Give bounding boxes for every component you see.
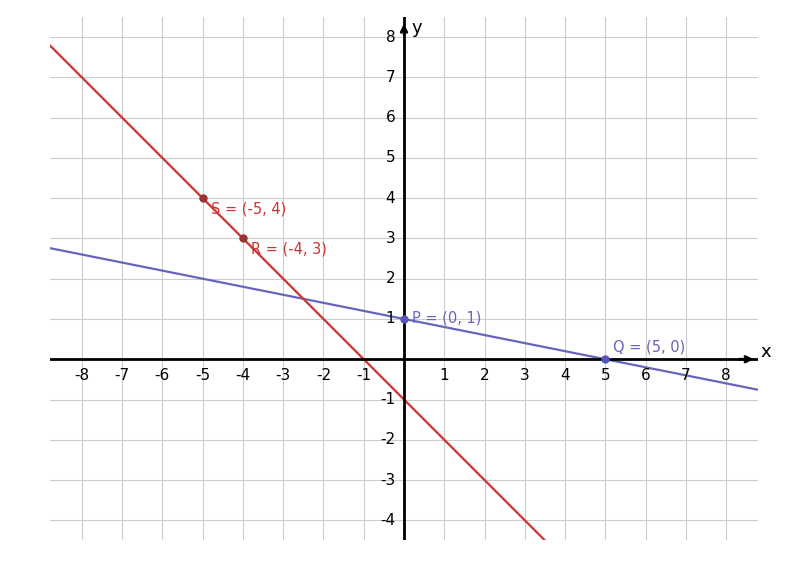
Text: x: x xyxy=(761,343,771,361)
Text: -4: -4 xyxy=(235,368,250,383)
Text: S = (-5, 4): S = (-5, 4) xyxy=(210,202,286,216)
Text: -2: -2 xyxy=(316,368,331,383)
Text: -6: -6 xyxy=(154,368,170,383)
Text: -3: -3 xyxy=(380,472,395,488)
Text: y: y xyxy=(411,19,422,37)
Text: -8: -8 xyxy=(74,368,90,383)
Text: 8: 8 xyxy=(386,29,395,44)
Text: -3: -3 xyxy=(275,368,290,383)
Text: R = (-4, 3): R = (-4, 3) xyxy=(251,242,327,257)
Text: 7: 7 xyxy=(681,368,690,383)
Text: 1: 1 xyxy=(386,311,395,327)
Text: 8: 8 xyxy=(722,368,731,383)
Text: Q = (5, 0): Q = (5, 0) xyxy=(614,339,686,354)
Text: 7: 7 xyxy=(386,70,395,85)
Text: -1: -1 xyxy=(380,392,395,407)
Text: 6: 6 xyxy=(641,368,650,383)
Text: 3: 3 xyxy=(386,231,395,246)
Text: 5: 5 xyxy=(601,368,610,383)
Text: 5: 5 xyxy=(386,150,395,166)
Text: -5: -5 xyxy=(195,368,210,383)
Text: -7: -7 xyxy=(114,368,130,383)
Text: 2: 2 xyxy=(480,368,490,383)
Text: 6: 6 xyxy=(386,110,395,125)
Text: -2: -2 xyxy=(380,432,395,447)
Text: 1: 1 xyxy=(439,368,449,383)
Text: 2: 2 xyxy=(386,271,395,286)
Text: 4: 4 xyxy=(386,191,395,205)
Text: P = (0, 1): P = (0, 1) xyxy=(412,311,482,325)
Text: 4: 4 xyxy=(560,368,570,383)
Text: -4: -4 xyxy=(380,513,395,528)
Text: 3: 3 xyxy=(520,368,530,383)
Text: -1: -1 xyxy=(356,368,371,383)
